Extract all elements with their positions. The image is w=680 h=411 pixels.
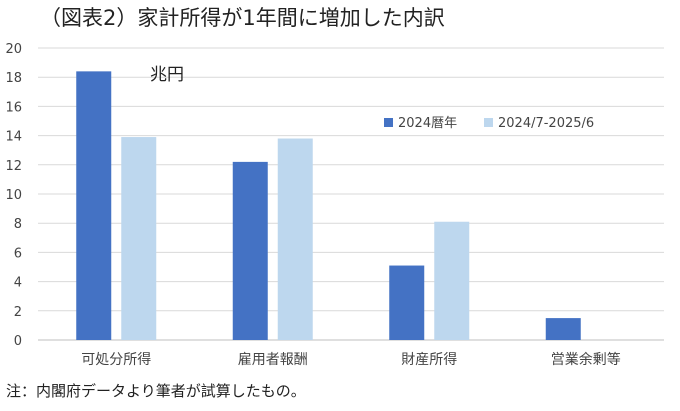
bar-1-4 bbox=[545, 318, 581, 340]
y-tick-label: 12 bbox=[5, 159, 22, 174]
y-tick-label: 20 bbox=[5, 42, 22, 57]
y-tick-label: 10 bbox=[5, 188, 22, 203]
bar-1-3 bbox=[389, 265, 425, 340]
legend-swatch-1 bbox=[384, 118, 393, 127]
x-category-label: 雇用者報酬 bbox=[238, 351, 308, 368]
x-category-label: 可処分所得 bbox=[81, 351, 151, 368]
y-axis-tick-labels: 0 2 4 6 8 10 12 14 16 18 20 bbox=[5, 42, 22, 349]
y-tick-label: 14 bbox=[5, 130, 22, 145]
bar-1-1 bbox=[76, 71, 112, 341]
bars bbox=[76, 71, 581, 341]
legend: 2024暦年 2024/7-2025/6 bbox=[384, 116, 594, 131]
y-tick-label: 18 bbox=[5, 71, 22, 86]
legend-label-2: 2024/7-2025/6 bbox=[498, 116, 594, 131]
legend-label-1: 2024暦年 bbox=[398, 116, 457, 131]
bar-2-3 bbox=[434, 221, 470, 340]
y-tick-label: 16 bbox=[5, 100, 22, 115]
y-tick-label: 2 bbox=[14, 305, 22, 320]
y-tick-label: 0 bbox=[14, 334, 22, 349]
y-tick-label: 8 bbox=[14, 217, 22, 232]
unit-label: 兆円 bbox=[150, 65, 184, 85]
source-note: 注：内閣府データより筆者が試算したもの。 bbox=[6, 382, 306, 400]
y-tick-label: 6 bbox=[14, 246, 22, 261]
bar-1-2 bbox=[232, 161, 268, 340]
y-tick-label: 4 bbox=[14, 276, 22, 291]
bar-2-1 bbox=[121, 137, 157, 340]
chart-title: （図表2）家計所得が1年間に増加した内訳 bbox=[40, 6, 445, 30]
x-category-label: 財産所得 bbox=[401, 351, 457, 368]
x-category-label: 営業余剰等 bbox=[551, 351, 621, 368]
x-axis-category-labels: 可処分所得 雇用者報酬 財産所得 営業余剰等 bbox=[81, 351, 621, 368]
bar-2-2 bbox=[277, 138, 313, 340]
legend-swatch-2 bbox=[484, 118, 493, 127]
